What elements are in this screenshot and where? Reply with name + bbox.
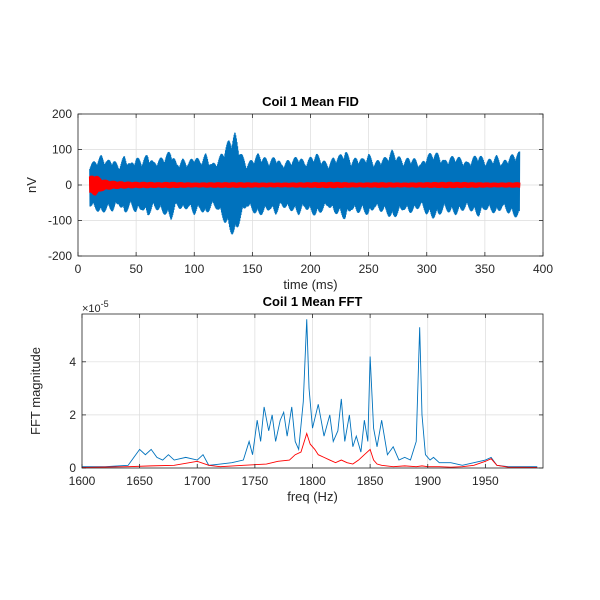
x-tick-label: 1900 [414, 474, 441, 488]
y-tick-label: 200 [52, 107, 72, 121]
x-tick-label: 1850 [357, 474, 384, 488]
y-tick-label: 0 [65, 178, 72, 192]
fft-y-axis-label: FFT magnitude [28, 347, 43, 435]
fft-chart: 1600 1650 1700 1750 1800 1850 1900 1950 0 2 4 Coil… [28, 294, 544, 504]
y-tick-label: 2 [69, 408, 76, 422]
x-tick-label: 0 [75, 262, 82, 276]
fft-series [81, 319, 538, 468]
x-tick-label: 400 [533, 262, 553, 276]
fid-ticks: 0 50 100 150 200 250 300 350 400 -200 -100 0 100 200 [48, 107, 553, 276]
x-tick-label: 100 [184, 262, 204, 276]
fid-title: Coil 1 Mean FID [262, 94, 359, 109]
fid-chart: 0 50 100 150 200 250 300 350 400-200-1000100200 … [24, 94, 553, 292]
fft-y-exponent-base: ×10 [82, 303, 101, 315]
x-tick-label: 1800 [299, 474, 326, 488]
x-tick-label: 1950 [472, 474, 499, 488]
x-tick-label: 300 [417, 262, 437, 276]
fft-title: Coil 1 Mean FFT [263, 294, 363, 309]
x-tick-label: 350 [475, 262, 495, 276]
fft-series-line-2 [81, 431, 538, 468]
x-tick-label: 200 [300, 262, 320, 276]
fid-x-axis-label: time (ms) [283, 277, 337, 292]
fft-grid [81, 314, 543, 469]
fft-ticks: 1600 1650 1700 1750 1800 1850 1900 1950 0 2 4 [69, 314, 543, 488]
fft-x-axis-label: freq (Hz) [287, 489, 338, 504]
y-tick-label: 4 [69, 355, 76, 369]
fid-series [88, 132, 521, 235]
y-tick-label: -100 [48, 214, 72, 228]
x-tick-label: 250 [359, 262, 379, 276]
fid-series-line-2 [88, 175, 521, 196]
fft-y-exponent-power: -5 [101, 299, 109, 309]
x-tick-label: 1650 [126, 474, 153, 488]
y-tick-label: -200 [48, 249, 72, 263]
fid-series-line-1 [89, 132, 521, 235]
fft-series-line-1 [82, 319, 538, 468]
x-tick-label: 50 [129, 262, 143, 276]
x-tick-label: 150 [242, 262, 262, 276]
x-tick-label: 1700 [184, 474, 211, 488]
y-tick-label: 100 [52, 143, 72, 157]
y-tick-label: 0 [69, 461, 76, 475]
fft-y-exponent: ×10-5 [82, 299, 109, 315]
x-tick-label: 1600 [69, 474, 96, 488]
x-tick-label: 1750 [242, 474, 269, 488]
fid-y-axis-label: nV [24, 177, 39, 193]
